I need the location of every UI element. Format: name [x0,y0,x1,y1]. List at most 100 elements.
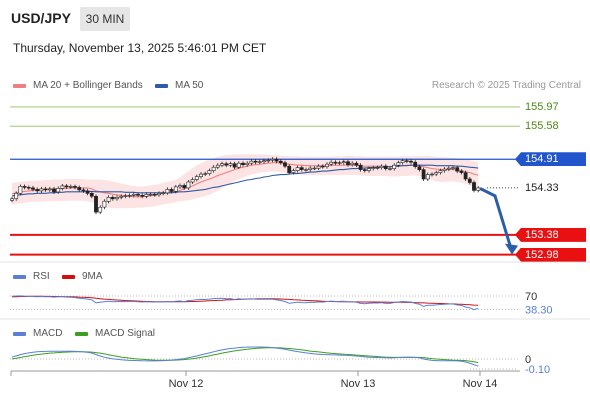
rsi-legend: RSI 9MA [13,271,163,285]
level-label-resistance: 155.97 [525,100,559,113]
candle-body [60,185,65,189]
candle-body [14,193,19,200]
candle-body [194,176,199,180]
candle-body [236,162,241,168]
candle-body [375,167,380,169]
macd-tick-0: 0 [525,354,531,366]
symbol-title: USD/JPY [11,10,71,26]
candle-body [47,188,52,191]
candle-body [295,167,300,171]
candle-body [367,168,371,171]
candle-body [476,187,481,191]
candle-body [459,170,464,173]
rsi-line [11,295,479,311]
candle-body [455,167,460,172]
candle-body [325,163,329,167]
macd-panel: 0-0.10 [10,346,550,376]
candle-body [10,198,14,201]
level-label-support: 152.98 [515,247,586,262]
candle-body [262,160,266,162]
candle-body [152,194,157,196]
candle-body [312,167,317,170]
bollinger-band [12,154,479,209]
candle-body [18,186,23,194]
main-legend: MA 20 + Bollinger Bands MA 50 [13,80,313,94]
timestamp: Thursday, November 13, 2025 5:46:01 PM C… [13,41,267,55]
rsi-ma-legend-label: 9MA [82,271,103,282]
candle-body [350,162,355,165]
candle-body [73,186,77,188]
candle-body [434,172,439,175]
ma20-swatch [13,84,26,88]
candle-body [35,189,40,192]
macd-legend: MACD MACD Signal [13,328,213,342]
candle-body [39,188,44,192]
projection-arrow-shaft [493,194,513,251]
candle-body [136,194,140,196]
level-label-last: 154.33 [525,181,559,194]
candle-body [413,161,418,167]
candle-body [89,193,94,197]
projection-arrow-head [505,243,518,255]
candle-body [362,169,367,171]
candle-body [64,185,69,188]
time-axis: Nov 12 Nov 13 Nov 14 [10,370,520,390]
candle-body [329,161,334,165]
macd-line [11,346,479,367]
candle-body [291,170,296,173]
macd-signal-legend-label: MACD Signal [95,328,156,339]
candle-body [186,181,191,189]
candle-body [43,188,48,191]
candle-body [304,169,308,171]
candle-body [123,195,128,197]
candle-body [173,186,178,192]
candle-body [463,172,468,180]
x-tick-label: Nov 14 [463,378,498,390]
candle-body [417,166,422,170]
candle-body [400,160,405,163]
candle-body [451,167,455,169]
candle-body [68,186,73,188]
candle-body [341,161,346,163]
candle-body [442,168,447,171]
candle-body [26,187,31,189]
candle-body [278,160,283,163]
candle-body [144,194,149,197]
timeframe-badge[interactable]: 30 MIN [80,7,130,31]
candle-body [110,197,115,200]
candle-body [467,178,472,183]
candle-body [115,197,119,200]
candle-body [165,189,170,194]
candle-body [102,200,107,208]
candle-body [266,159,271,162]
candle-body [52,188,56,193]
candle-body [207,170,212,174]
candle-body [85,190,90,194]
candle-body [232,163,237,168]
macd-signal-swatch [75,332,88,336]
candle-body [358,164,363,170]
rsi-legend-label: RSI [33,271,50,282]
main-panel [10,106,520,256]
candle-body [257,161,262,163]
candle-body [316,165,321,169]
candle-body [392,164,397,169]
candle-body [77,187,82,191]
rsi-last-value: 38.30 [525,304,553,316]
candle-body [396,162,401,166]
candle-body [56,188,61,193]
credit-text: Research © 2025 Trading Central [431,80,581,91]
candle-body [421,169,426,180]
ma20-legend-label: MA 20 + Bollinger Bands [33,80,143,91]
x-tick-label: Nov 12 [169,378,204,390]
candle-body [148,194,153,196]
candle-body [404,160,409,162]
candle-body [169,189,174,192]
rsi-swatch [13,275,26,279]
candle-body [94,196,98,213]
candle-body [182,185,187,189]
candle-body [127,195,132,197]
candle-body [283,162,287,167]
candle-body [383,165,388,169]
